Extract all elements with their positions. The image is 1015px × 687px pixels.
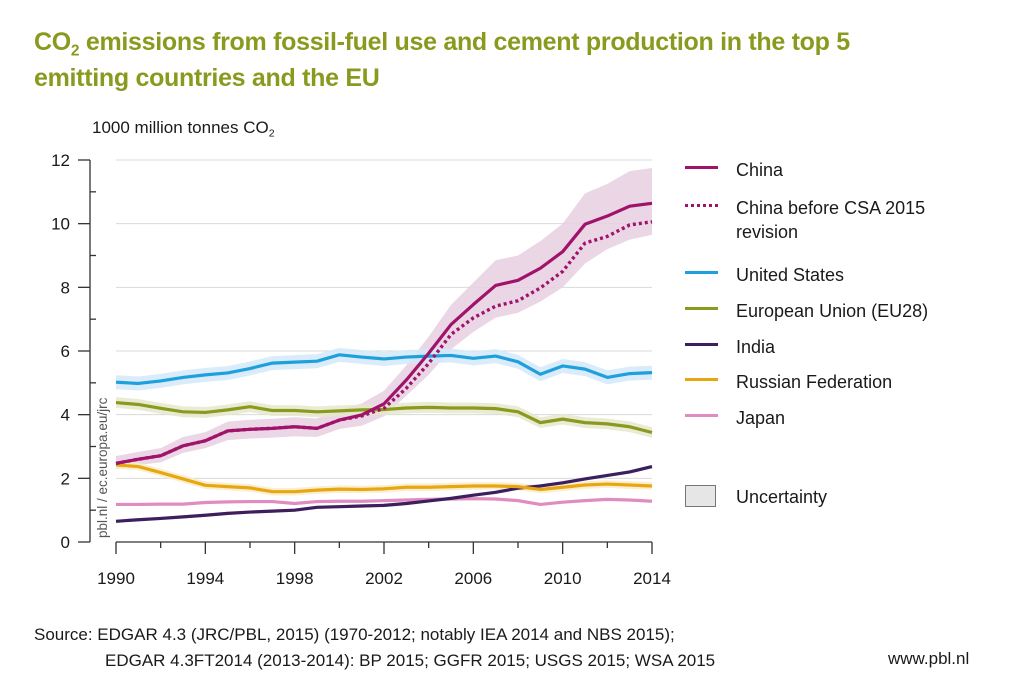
website-link[interactable]: www.pbl.nl — [888, 649, 970, 668]
legend-item-uncertainty: Uncertainty — [685, 485, 827, 509]
legend-swatch-uncertainty — [685, 485, 716, 507]
legend-item-united-states: United States — [685, 263, 844, 287]
series-lines — [115, 201, 653, 523]
gridlines — [116, 159, 652, 479]
chart-title: CO2 emissions from fossil-fuel use and c… — [34, 24, 994, 96]
legend-label-united-states: United States — [736, 265, 845, 285]
legend-label-china-before-csa: China before CSA 2015 revision — [736, 198, 926, 242]
chart-title-line-1: CO2 emissions from fossil-fuel use and c… — [34, 28, 850, 60]
legend-swatch-eu — [685, 299, 718, 317]
legend-swatch-united-states — [685, 263, 718, 281]
uncertainty-band-india — [116, 464, 652, 523]
y-tick-label: 4 — [61, 406, 70, 425]
y-tick-label: 12 — [51, 151, 70, 170]
x-tick-label: 2014 — [633, 569, 671, 588]
x-tick-label: 2002 — [365, 569, 403, 588]
legend-label-japan: Japan — [736, 408, 786, 428]
series-line-india — [115, 465, 653, 523]
legend-item-russia: Russian Federation — [685, 370, 892, 394]
series-line-japan — [116, 497, 653, 507]
watermark-credit: pbl.nl / ec.europa.eu/jrc — [95, 397, 110, 538]
legend-item-china: China — [685, 158, 783, 182]
uncertainty-bands — [116, 167, 652, 523]
source-line-2: EDGAR 4.3FT2014 (2013-2014): BP 2015; GG… — [105, 651, 716, 670]
series-line-russia — [115, 463, 653, 494]
axes: 0 2 4 6 8 10 12 1990 1994 1998 2002 2006 2010 2014 — [51, 151, 671, 588]
y-axis-unit-label: 1000 million tonnes CO2 — [92, 118, 275, 140]
chart-title-line-2: emitting countries and the EU — [34, 64, 380, 92]
legend-label-uncertainty: Uncertainty — [736, 487, 828, 507]
legend-label-eu: European Union (EU28) — [736, 301, 929, 321]
legend-item-japan: Japan — [685, 406, 785, 430]
legend-label-russia: Russian Federation — [736, 372, 893, 392]
legend-item-eu: European Union (EU28) — [685, 299, 928, 323]
legend-label-india: India — [736, 337, 776, 357]
x-tick-label: 1998 — [276, 569, 314, 588]
legend-swatch-russia — [685, 370, 718, 388]
legend-swatch-japan — [685, 406, 718, 424]
y-tick-label: 0 — [61, 533, 70, 552]
legend-swatch-china — [685, 158, 718, 176]
legend-swatch-india — [685, 335, 718, 353]
legend-item-india: India — [685, 335, 775, 359]
legend-swatch-china-before-csa — [685, 196, 718, 214]
series-line-china_pre — [115, 220, 653, 466]
y-tick-label: 6 — [61, 342, 70, 361]
legend-label-china: China — [736, 160, 784, 180]
source-line-1: Source: EDGAR 4.3 (JRC/PBL, 2015) (1970-… — [34, 625, 675, 644]
x-tick-label: 2006 — [454, 569, 492, 588]
series-line-us — [115, 353, 653, 386]
series-line-china — [115, 201, 653, 465]
x-tick-label: 1990 — [97, 569, 135, 588]
source-note: Source: EDGAR 4.3 (JRC/PBL, 2015) (1970-… — [34, 622, 715, 674]
legend-item-china-before-csa: China before CSA 2015 revision — [685, 196, 925, 244]
uncertainty-band-us — [116, 347, 652, 391]
y-tick-label: 2 — [61, 469, 70, 488]
x-tick-label: 2010 — [544, 569, 582, 588]
y-tick-label: 8 — [61, 278, 70, 297]
x-tick-label: 1994 — [186, 569, 224, 588]
y-tick-label: 10 — [51, 215, 70, 234]
